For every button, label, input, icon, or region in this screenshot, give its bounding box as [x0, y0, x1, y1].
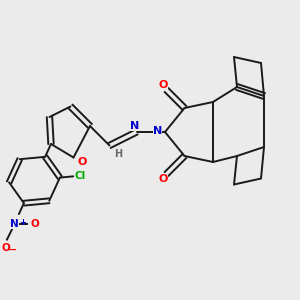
Text: H: H	[114, 149, 123, 159]
Text: N: N	[10, 219, 19, 229]
Text: N: N	[130, 121, 140, 131]
Text: O: O	[30, 219, 39, 229]
Text: O: O	[77, 157, 87, 167]
Text: +: +	[20, 218, 26, 226]
Text: O: O	[158, 173, 168, 184]
Text: −: −	[8, 245, 18, 255]
Text: N: N	[153, 125, 162, 136]
Text: O: O	[1, 243, 10, 253]
Text: O: O	[158, 80, 168, 91]
Text: Cl: Cl	[74, 171, 86, 181]
